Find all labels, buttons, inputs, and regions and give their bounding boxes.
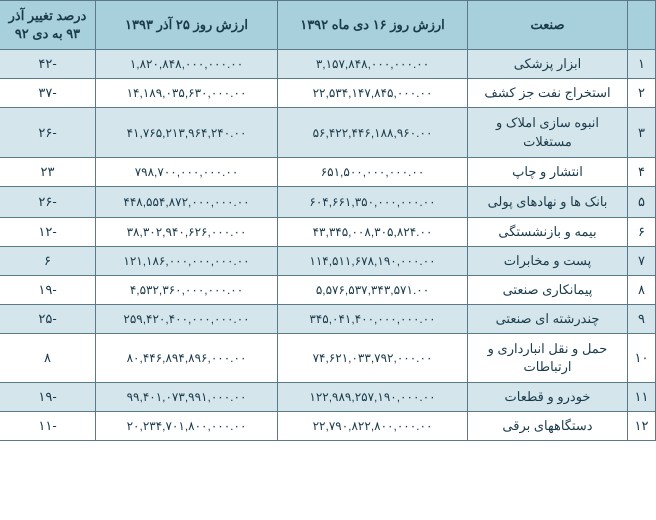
cell-value-1392: ۵,۵۷۶,۵۳۷,۳۴۳,۵۷۱.۰۰ [278, 275, 468, 304]
cell-value-1393: ۴۴۸,۵۵۴,۸۷۲,۰۰۰,۰۰۰.۰۰ [96, 186, 278, 217]
cell-value-1393: ۴,۵۳۲,۳۶۰,۰۰۰,۰۰۰.۰۰ [96, 275, 278, 304]
cell-value-1393: ۲۰,۲۳۴,۷۰۱,۸۰۰,۰۰۰.۰۰ [96, 412, 278, 441]
cell-industry: انتشار و چاپ [468, 157, 628, 186]
cell-value-1392: ۵۶,۴۲۲,۴۴۶,۱۸۸,۹۶۰.۰۰ [278, 108, 468, 157]
table-row: ۴انتشار و چاپ۶۵۱,۵۰۰,۰۰۰,۰۰۰.۰۰۷۹۸,۷۰۰,۰… [0, 157, 656, 186]
table-row: ۱۲دستگاههای برقی۲۲,۷۹۰,۸۲۲,۸۰۰,۰۰۰.۰۰۲۰,… [0, 412, 656, 441]
cell-pct-change: ۶ [0, 246, 96, 275]
table-row: ۲استخراج نفت جز کشف۲۲,۵۳۴,۱۴۷,۸۴۵,۰۰۰.۰۰… [0, 79, 656, 108]
cell-industry: حمل و نقل انبارداری و ارتباطات [468, 333, 628, 382]
cell-pct-change: -۴۲ [0, 50, 96, 79]
table-row: ۱۰حمل و نقل انبارداری و ارتباطات۷۴,۶۲۱,۰… [0, 333, 656, 382]
cell-row-num: ۱ [628, 50, 656, 79]
cell-value-1393: ۲۵۹,۴۲۰,۴۰۰,۰۰۰,۰۰۰.۰۰ [96, 304, 278, 333]
cell-value-1392: ۶۵۱,۵۰۰,۰۰۰,۰۰۰.۰۰ [278, 157, 468, 186]
cell-value-1393: ۱,۸۲۰,۸۴۸,۰۰۰,۰۰۰.۰۰ [96, 50, 278, 79]
cell-industry: پیمانکاری صنعتی [468, 275, 628, 304]
header-num [628, 1, 656, 50]
cell-row-num: ۸ [628, 275, 656, 304]
cell-pct-change: -۲۶ [0, 108, 96, 157]
cell-pct-change: -۱۲ [0, 217, 96, 246]
cell-value-1393: ۴۱,۷۶۵,۲۱۳,۹۶۴,۲۴۰.۰۰ [96, 108, 278, 157]
cell-value-1392: ۱۲۲,۹۸۹,۲۵۷,۱۹۰,۰۰۰.۰۰ [278, 383, 468, 412]
table-row: ۸پیمانکاری صنعتی۵,۵۷۶,۵۳۷,۳۴۳,۵۷۱.۰۰۴,۵۳… [0, 275, 656, 304]
cell-value-1392: ۳,۱۵۷,۸۴۸,۰۰۰,۰۰۰.۰۰ [278, 50, 468, 79]
header-value-1392: ارزش روز ۱۶ دی ماه ۱۳۹۲ [278, 1, 468, 50]
header-pct-change: درصد تغییر آذر ۹۳ به دی ۹۲ [0, 1, 96, 50]
header-value-1393: ارزش روز ۲۵ آذر ۱۳۹۳ [96, 1, 278, 50]
cell-value-1393: ۳۸,۳۰۲,۹۴۰,۶۲۶,۰۰۰.۰۰ [96, 217, 278, 246]
cell-row-num: ۱۰ [628, 333, 656, 382]
cell-industry: خودرو و قطعات [468, 383, 628, 412]
table-body: ۱ابزار پزشکی۳,۱۵۷,۸۴۸,۰۰۰,۰۰۰.۰۰۱,۸۲۰,۸۴… [0, 50, 656, 441]
cell-row-num: ۵ [628, 186, 656, 217]
cell-industry: انبوه سازی املاک و مستغلات [468, 108, 628, 157]
cell-row-num: ۲ [628, 79, 656, 108]
cell-value-1392: ۶۰۴,۶۶۱,۳۵۰,۰۰۰,۰۰۰.۰۰ [278, 186, 468, 217]
cell-pct-change: ۸ [0, 333, 96, 382]
table-row: ۵بانک ها و نهادهای پولی۶۰۴,۶۶۱,۳۵۰,۰۰۰,۰… [0, 186, 656, 217]
cell-row-num: ۹ [628, 304, 656, 333]
cell-value-1392: ۳۴۵,۰۴۱,۴۰۰,۰۰۰,۰۰۰.۰۰ [278, 304, 468, 333]
cell-pct-change: -۱۹ [0, 275, 96, 304]
cell-row-num: ۱۲ [628, 412, 656, 441]
cell-pct-change: -۳۷ [0, 79, 96, 108]
cell-row-num: ۴ [628, 157, 656, 186]
cell-pct-change: -۱۱ [0, 412, 96, 441]
table-header-row: صنعت ارزش روز ۱۶ دی ماه ۱۳۹۲ ارزش روز ۲۵… [0, 1, 656, 50]
cell-industry: بیمه و بازنشستگی [468, 217, 628, 246]
cell-pct-change: -۲۶ [0, 186, 96, 217]
cell-value-1392: ۷۴,۶۲۱,۰۳۳,۷۹۲,۰۰۰.۰۰ [278, 333, 468, 382]
header-industry: صنعت [468, 1, 628, 50]
table-row: ۷پست و مخابرات۱۱۴,۵۱۱,۶۷۸,۱۹۰,۰۰۰.۰۰۱۲۱,… [0, 246, 656, 275]
cell-value-1393: ۷۹۸,۷۰۰,۰۰۰,۰۰۰.۰۰ [96, 157, 278, 186]
table-row: ۱۱خودرو و قطعات۱۲۲,۹۸۹,۲۵۷,۱۹۰,۰۰۰.۰۰۹۹,… [0, 383, 656, 412]
cell-pct-change: -۲۵ [0, 304, 96, 333]
cell-value-1392: ۱۱۴,۵۱۱,۶۷۸,۱۹۰,۰۰۰.۰۰ [278, 246, 468, 275]
table-row: ۳انبوه سازی املاک و مستغلات۵۶,۴۲۲,۴۴۶,۱۸… [0, 108, 656, 157]
cell-value-1393: ۱۴,۱۸۹,۰۳۵,۶۳۰,۰۰۰.۰۰ [96, 79, 278, 108]
cell-pct-change: ۲۳ [0, 157, 96, 186]
cell-value-1393: ۹۹,۴۰۱,۰۷۳,۹۹۱,۰۰۰.۰۰ [96, 383, 278, 412]
cell-value-1392: ۴۳,۳۴۵,۰۰۸,۳۰۵,۸۲۴.۰۰ [278, 217, 468, 246]
cell-industry: ابزار پزشکی [468, 50, 628, 79]
cell-pct-change: -۱۹ [0, 383, 96, 412]
cell-value-1392: ۲۲,۵۳۴,۱۴۷,۸۴۵,۰۰۰.۰۰ [278, 79, 468, 108]
cell-industry: چندرشته ای صنعتی [468, 304, 628, 333]
cell-industry: استخراج نفت جز کشف [468, 79, 628, 108]
cell-row-num: ۶ [628, 217, 656, 246]
cell-industry: پست و مخابرات [468, 246, 628, 275]
cell-row-num: ۳ [628, 108, 656, 157]
cell-industry: بانک ها و نهادهای پولی [468, 186, 628, 217]
cell-industry: دستگاههای برقی [468, 412, 628, 441]
table-row: ۹چندرشته ای صنعتی۳۴۵,۰۴۱,۴۰۰,۰۰۰,۰۰۰.۰۰۲… [0, 304, 656, 333]
table-row: ۶بیمه و بازنشستگی۴۳,۳۴۵,۰۰۸,۳۰۵,۸۲۴.۰۰۳۸… [0, 217, 656, 246]
industry-value-table: صنعت ارزش روز ۱۶ دی ماه ۱۳۹۲ ارزش روز ۲۵… [0, 0, 656, 441]
cell-value-1393: ۸۰,۴۴۶,۸۹۴,۸۹۶,۰۰۰.۰۰ [96, 333, 278, 382]
cell-value-1392: ۲۲,۷۹۰,۸۲۲,۸۰۰,۰۰۰.۰۰ [278, 412, 468, 441]
cell-row-num: ۱۱ [628, 383, 656, 412]
cell-row-num: ۷ [628, 246, 656, 275]
cell-value-1393: ۱۲۱,۱۸۶,۰۰۰,۰۰۰,۰۰۰.۰۰ [96, 246, 278, 275]
table-row: ۱ابزار پزشکی۳,۱۵۷,۸۴۸,۰۰۰,۰۰۰.۰۰۱,۸۲۰,۸۴… [0, 50, 656, 79]
